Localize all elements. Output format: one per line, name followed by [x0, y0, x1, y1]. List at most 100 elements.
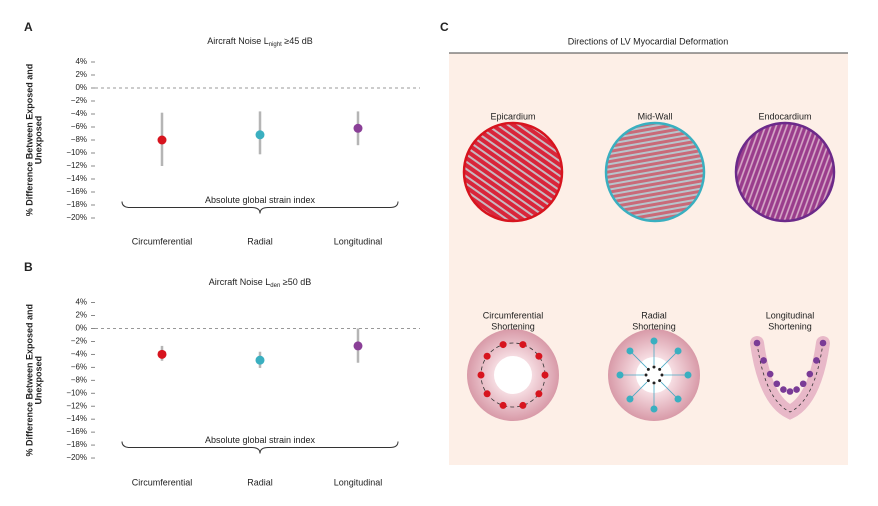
- annotation: Absolute global strain index: [205, 195, 316, 205]
- y-tick-label: −12%: [66, 161, 87, 170]
- y-tick-label: 2%: [75, 70, 87, 79]
- dot: [535, 352, 543, 360]
- dot: [799, 380, 807, 388]
- dot: [793, 386, 800, 393]
- panel-label: C: [440, 20, 449, 34]
- dot: [646, 379, 650, 383]
- dot: [753, 339, 761, 347]
- x-tick-label: Longitudinal: [334, 236, 383, 246]
- shortening-label: Shortening: [632, 321, 676, 331]
- layer-label: Endocardium: [758, 111, 811, 121]
- brace: [121, 201, 399, 214]
- dot: [674, 347, 682, 355]
- dot: [519, 401, 527, 409]
- y-axis-label: % Difference Between Exposed and: [24, 64, 34, 217]
- x-tick-label: Circumferential: [132, 236, 193, 246]
- dot: [483, 390, 491, 398]
- title-part: den: [270, 283, 280, 289]
- endocardium-icon: [734, 121, 836, 223]
- dot: [616, 371, 624, 379]
- spoke: [660, 381, 679, 400]
- y-tick-label: −10%: [66, 148, 87, 157]
- y-tick-label: 0%: [75, 83, 87, 92]
- y-axis-label: Unexposed: [33, 116, 43, 165]
- y-tick-label: −16%: [66, 427, 87, 436]
- y-tick-label: −8%: [71, 375, 87, 384]
- x-tick-label: Circumferential: [132, 477, 193, 487]
- dot: [644, 373, 648, 377]
- spoke: [660, 350, 679, 369]
- dot: [658, 379, 662, 383]
- point: [255, 355, 265, 365]
- diagram-title: Directions of LV Myocardial Deformation: [568, 36, 728, 46]
- title-part: Aircraft Noise L: [209, 277, 271, 287]
- y-tick-label: −14%: [66, 414, 87, 423]
- y-tick-label: −10%: [66, 388, 87, 397]
- dot: [760, 357, 767, 364]
- y-tick-label: −14%: [66, 174, 87, 183]
- y-tick-label: −4%: [71, 349, 87, 358]
- dot: [499, 341, 507, 349]
- shortening-label: Shortening: [491, 321, 535, 331]
- dot: [766, 370, 774, 378]
- y-axis-label: Unexposed: [33, 356, 43, 405]
- dot: [519, 341, 527, 349]
- x-tick-label: Radial: [247, 236, 273, 246]
- title-part: Aircraft Noise L: [207, 36, 269, 46]
- y-tick-label: 4%: [75, 57, 87, 66]
- radial-dots: [616, 337, 692, 413]
- dot: [806, 370, 814, 378]
- dot: [477, 371, 485, 379]
- dot: [684, 371, 692, 379]
- dot: [483, 352, 491, 360]
- title-part: night: [269, 42, 282, 48]
- shortening-label: Radial: [641, 310, 667, 320]
- y-tick-label: 4%: [75, 298, 87, 307]
- dot: [658, 367, 662, 371]
- brace: [121, 441, 399, 454]
- x-tick-label: Longitudinal: [334, 477, 383, 487]
- dot: [646, 367, 650, 371]
- dot: [773, 380, 781, 388]
- y-tick-label: −8%: [71, 135, 87, 144]
- annotation: Absolute global strain index: [205, 435, 316, 445]
- point: [157, 349, 167, 359]
- dot: [650, 405, 658, 413]
- x-tick-label: Radial: [247, 477, 273, 487]
- shortening-label: Shortening: [768, 321, 812, 331]
- dot: [786, 388, 794, 395]
- dot: [819, 339, 827, 347]
- chart-title: Aircraft Noise Lden ≥50 dB: [209, 277, 312, 288]
- y-tick-label: 0%: [75, 324, 87, 333]
- circumferential-dots: [477, 341, 549, 409]
- dot: [650, 337, 658, 345]
- dot: [541, 371, 549, 379]
- y-tick-label: −2%: [71, 96, 87, 105]
- point: [255, 130, 265, 140]
- y-tick-label: −18%: [66, 200, 87, 209]
- dot: [660, 373, 664, 377]
- y-tick-label: −20%: [66, 453, 87, 462]
- spoke: [629, 350, 648, 369]
- dot: [813, 357, 820, 364]
- dot: [652, 381, 656, 385]
- y-tick-label: −20%: [66, 213, 87, 222]
- point: [353, 341, 363, 351]
- dot: [674, 395, 682, 403]
- panel-label: A: [24, 20, 33, 34]
- dot: [780, 386, 787, 393]
- shortening-label: Circumferential: [483, 310, 544, 320]
- y-tick-label: −12%: [66, 401, 87, 410]
- dot: [626, 395, 634, 403]
- midwall-icon: [604, 121, 706, 223]
- epicardium-icon: [462, 121, 564, 223]
- y-tick-label: −6%: [71, 122, 87, 131]
- y-tick-label: 2%: [75, 311, 87, 320]
- layer-label: Mid-Wall: [638, 111, 673, 121]
- dot: [626, 347, 634, 355]
- longitudinal-icon: [750, 336, 830, 420]
- longitudinal-dots: [753, 339, 827, 395]
- title-part: ≥45 dB: [282, 36, 313, 46]
- y-tick-label: −18%: [66, 440, 87, 449]
